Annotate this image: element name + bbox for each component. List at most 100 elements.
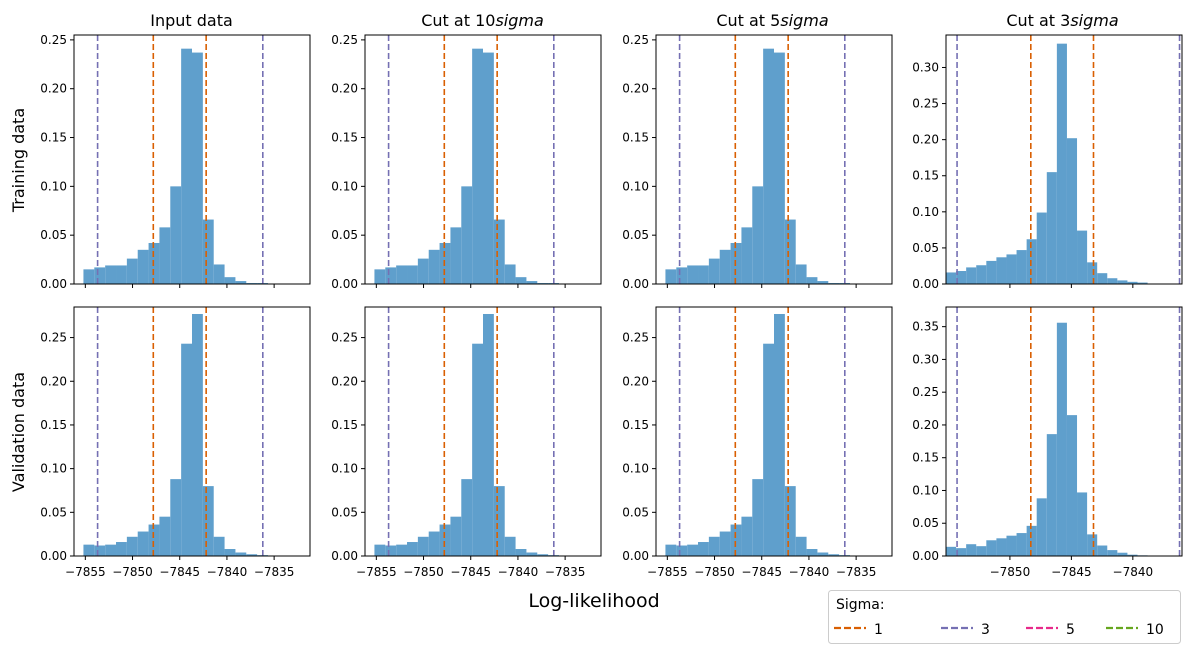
histogram-bar [1137,282,1148,284]
histogram-bar [137,531,149,556]
histogram-bar [126,258,138,284]
y-tick-label: 0.35 [912,320,939,334]
histogram-bar [374,269,386,284]
histogram-bar [719,249,731,284]
y-tick-label: 0.10 [912,483,939,497]
histogram-bar [741,227,753,284]
histogram-bar [515,549,527,556]
histogram-bar [946,272,957,284]
histogram-bar [817,281,829,284]
histogram-bar [515,277,527,284]
x-tick-label: −7850 [403,565,444,579]
x-tick-label: −7845 [450,565,491,579]
y-tick-label: 0.25 [912,385,939,399]
histogram-bar [1006,535,1017,556]
legend-label: 5 [1066,622,1075,638]
y-tick-label: 0.10 [912,205,939,219]
histogram-bar [1016,250,1027,284]
histogram-bar [996,538,1007,556]
panel-r2-c3: 0.000.050.100.150.200.25−7855 −7850 −7845−… [622,306,893,579]
y-tick-label: 0.20 [622,82,649,96]
histogram-bar [1026,525,1037,556]
y-tick-label: 0.10 [622,179,649,193]
histogram-bar [676,267,688,284]
histogram-bar [730,524,742,556]
y-tick-label: 0.10 [40,462,67,476]
histogram-bar [1077,230,1088,284]
y-tick-label: 0.00 [331,277,358,291]
x-tick-label: −7835 [545,565,586,579]
histogram-bar [1117,552,1128,556]
histogram-bar [1046,172,1057,284]
histogram-bar [105,265,117,284]
histogram-bar [202,219,214,284]
x-tick-label: −7840 [789,565,830,579]
y-tick-label: 0.20 [622,374,649,388]
histogram-bar [1087,262,1098,284]
y-tick-label: 0.00 [912,277,939,291]
y-tick-label: 0.25 [40,331,67,345]
y-tick-label: 0.00 [622,549,649,563]
histogram-bar [472,48,483,284]
histogram-bar [1046,434,1057,556]
histogram-bar [526,552,538,556]
y-tick-label: 0.25 [40,33,67,47]
y-tick-label: 0.30 [912,352,939,366]
histogram-bar [1066,138,1078,284]
histogram-bar [493,219,505,284]
histogram-bar [795,536,807,556]
histogram-bar [976,546,987,556]
histogram-bar [526,281,538,284]
histogram-bar [719,531,731,556]
histogram-bar [159,516,171,556]
legend-entry-3: 3 [941,622,990,638]
x-tick-label: −7850 [694,565,735,579]
histogram-bar [1066,415,1078,556]
histogram-bar [148,524,160,556]
column-title-4: Cut at 3sigma [1006,11,1118,30]
histogram-bar [1117,280,1128,284]
histogram-bar [698,542,709,556]
histogram-bar [105,544,117,556]
histogram-bar [407,265,418,284]
histogram-bar [665,544,677,556]
y-tick-label: 0.05 [40,505,67,519]
histogram-bar [752,479,764,556]
y-tick-label: 0.15 [331,131,358,145]
histogram-bar [192,52,203,284]
histogram-bar [1127,554,1138,556]
histogram-bar [94,545,106,556]
x-tick-label: −7835 [836,565,877,579]
histogram-bar [385,267,397,284]
histogram-bar [213,536,225,556]
legend-entry-5: 5 [1026,622,1075,638]
y-tick-label: 0.15 [622,418,649,432]
row-label-validation: Validation data [9,372,28,492]
axes-frame [73,34,311,285]
y-tick-label: 0.20 [912,418,939,432]
y-tick-label: 0.15 [331,418,358,432]
x-tick-label: −7850 [112,565,153,579]
histogram-bar [137,249,149,284]
histogram-bar [986,540,997,556]
panels-group: 0.00 0.05 0.10 0.15 0.20 0.25 0.00 0.05 0.10 0.15… [40,33,1183,579]
histogram-bar [986,260,997,284]
histogram-bar [1097,545,1108,556]
histogram-bar [483,313,494,556]
column-title-3: Cut at 5sigma [716,11,828,30]
y-tick-label: 0.25 [331,331,358,345]
histogram-bar [483,52,494,284]
histogram-bar [170,186,182,284]
axes-frame [73,306,311,557]
x-tick-label: −7855 [356,565,397,579]
y-tick-label: 0.20 [40,374,67,388]
histogram-bar [1036,498,1047,556]
x-tick-label: −7845 [741,565,782,579]
y-tick-label: 0.15 [40,131,67,145]
y-tick-label: 0.20 [40,82,67,96]
histogram-bar [246,554,258,556]
x-tick-label: −7840 [498,565,539,579]
histogram-bar [976,265,987,284]
x-tick-label: −7840 [1113,565,1154,579]
